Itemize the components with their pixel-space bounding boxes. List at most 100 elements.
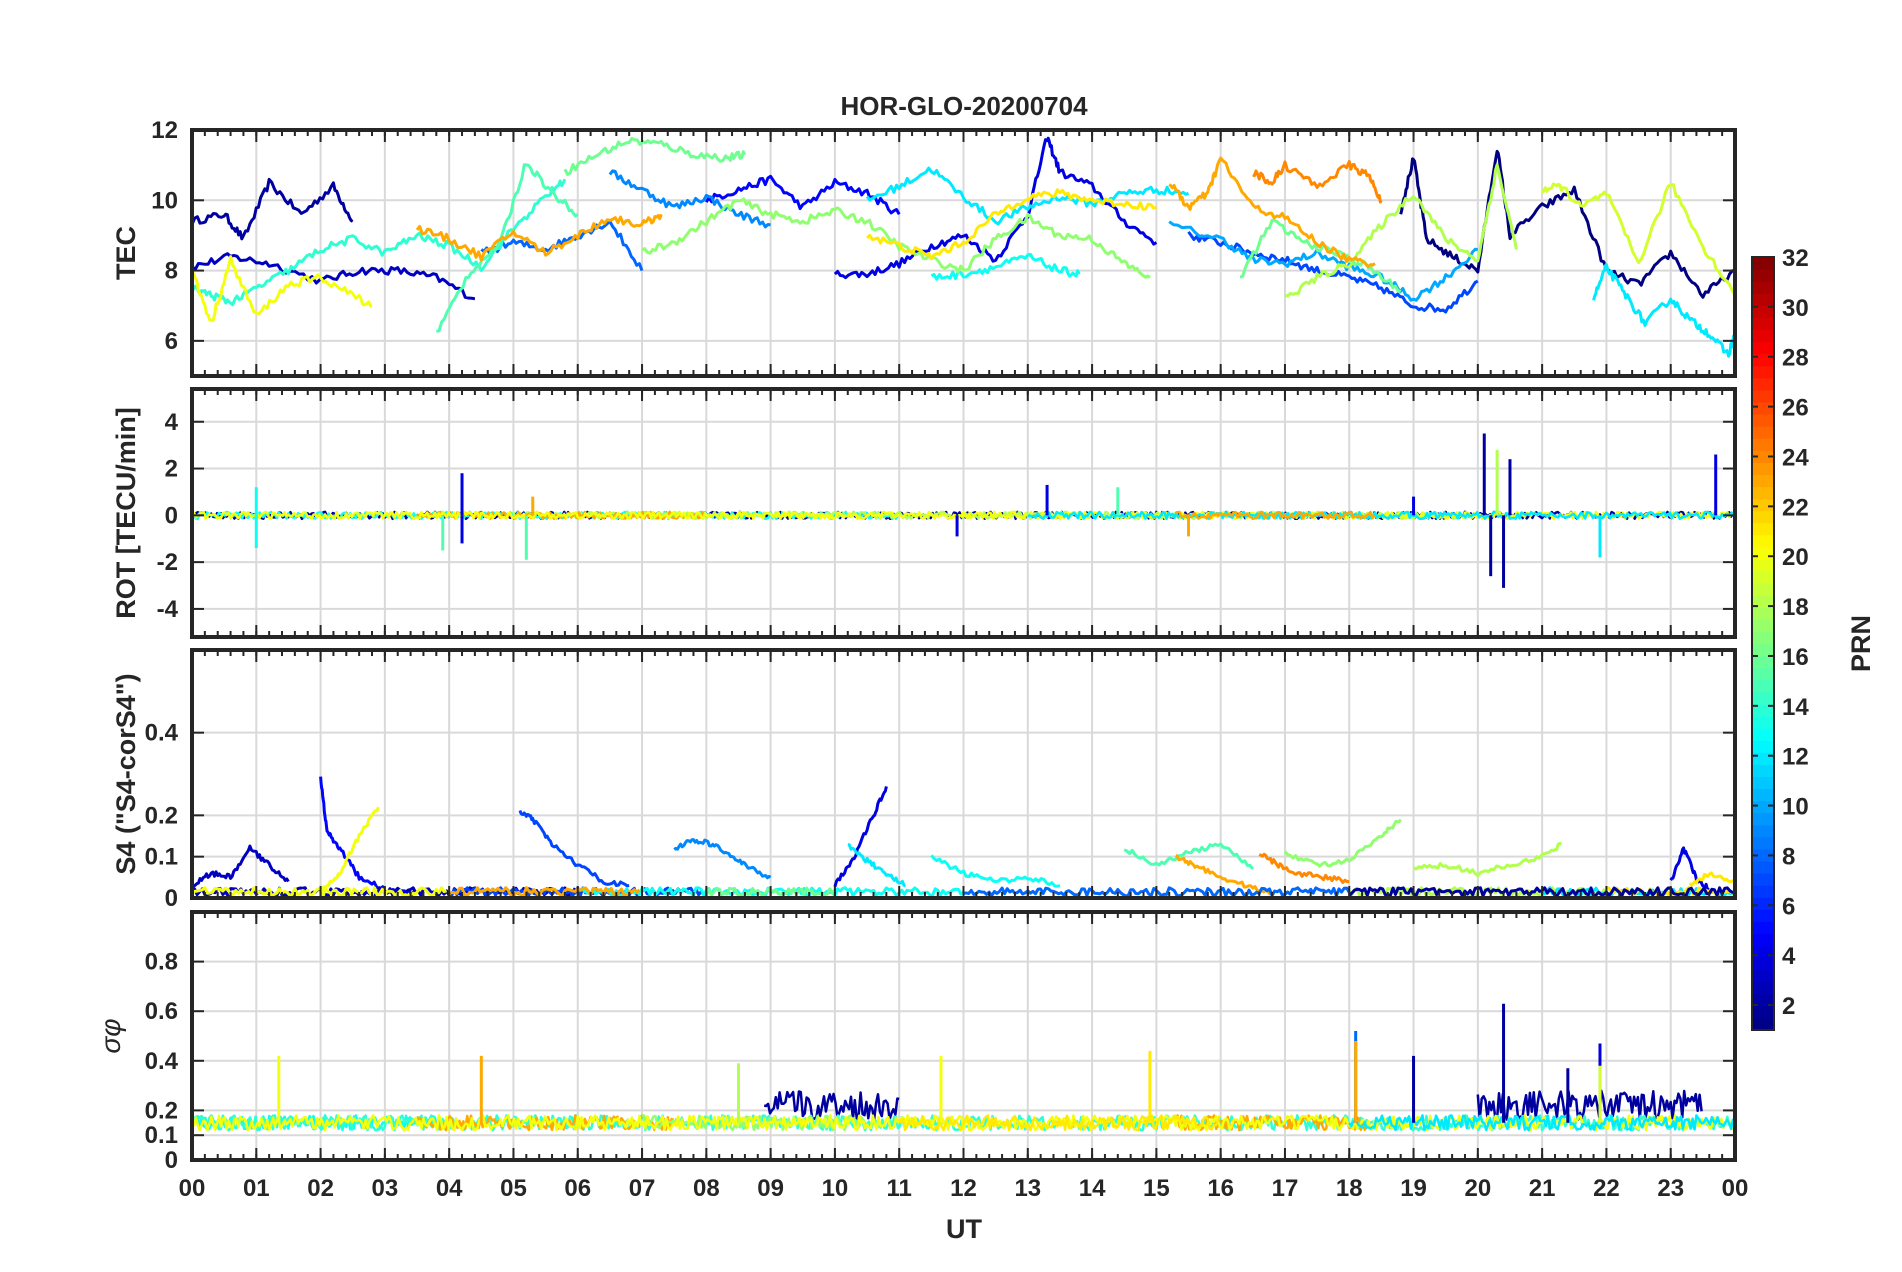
x-axis: 00 01 02 03 04 05 06 07 08 09 10 11 12 13 14 15 16 17 18 19… bbox=[179, 1175, 1749, 1202]
y-tick-label: 4 bbox=[165, 409, 179, 436]
colorbar-tick-label: 26 bbox=[1782, 395, 1809, 422]
colorbar-segment bbox=[1752, 365, 1774, 379]
colorbar-segment bbox=[1752, 450, 1774, 463]
x-tick-label: 09 bbox=[757, 1175, 784, 1202]
colorbar-frame bbox=[1751, 256, 1775, 1031]
series-line-prn-9 bbox=[608, 169, 771, 229]
colorbar-segment bbox=[1752, 257, 1774, 270]
colorbar-segment bbox=[1752, 631, 1774, 645]
x-tick-label: 15 bbox=[1143, 1175, 1170, 1202]
colorbar-tick-label: 30 bbox=[1782, 295, 1809, 322]
x-tick-label: 01 bbox=[243, 1175, 270, 1202]
colorbar-segment bbox=[1752, 558, 1774, 572]
x-tick-label: 14 bbox=[1079, 1175, 1106, 1202]
series-line-prn-23 bbox=[1168, 156, 1376, 268]
colorbar-tick-label: 16 bbox=[1782, 644, 1809, 671]
colorbar-tick-label: 14 bbox=[1782, 694, 1809, 721]
colorbar-segment bbox=[1752, 643, 1774, 657]
colorbar-segment bbox=[1752, 498, 1774, 512]
panel-s4: 0 0.1 0.2 0.4S4 ("S4-corS4") bbox=[111, 648, 1737, 912]
x-tick-label: 16 bbox=[1207, 1175, 1234, 1202]
series-line-prn-2 bbox=[763, 1090, 900, 1122]
series-line-prn-12 bbox=[865, 166, 1190, 226]
x-tick-label: 23 bbox=[1657, 1175, 1684, 1202]
colorbar-segment bbox=[1752, 534, 1774, 548]
y-tick-label: 6 bbox=[165, 328, 178, 355]
colorbar-segment bbox=[1752, 691, 1774, 705]
x-tick-label: 22 bbox=[1593, 1175, 1620, 1202]
series-line-prn-12 bbox=[1592, 263, 1735, 358]
series-line-prn-17 bbox=[641, 197, 1151, 279]
series-line-prn-17 bbox=[1283, 818, 1402, 868]
y-tick-label: 0.1 bbox=[145, 844, 178, 871]
colorbar-segment bbox=[1752, 800, 1774, 814]
colorbar-tick-label: 20 bbox=[1782, 544, 1809, 571]
x-tick-label: 13 bbox=[1014, 1175, 1041, 1202]
series-line-prn-19 bbox=[1541, 182, 1735, 296]
y-tick-label: 8 bbox=[165, 258, 178, 285]
series-line-prn-23 bbox=[415, 1114, 675, 1132]
series-line-prn-2 bbox=[1476, 1089, 1703, 1122]
colorbar-segment bbox=[1752, 293, 1774, 306]
panel-rot: -4 -2 0 2 4 ROT [TECU/min] bbox=[111, 387, 1737, 639]
y-tick-label: -4 bbox=[157, 596, 179, 623]
x-tick-label: 07 bbox=[629, 1175, 656, 1202]
colorbar-segment bbox=[1752, 993, 1774, 1007]
x-tick-label: 20 bbox=[1464, 1175, 1491, 1202]
series-line-prn-4 bbox=[1669, 846, 1710, 892]
colorbar-segment bbox=[1752, 462, 1774, 476]
colorbar-tick-label: 12 bbox=[1782, 744, 1809, 771]
colorbar-segment bbox=[1752, 740, 1774, 753]
panel-frame bbox=[190, 128, 1737, 378]
series-line-prn-9 bbox=[673, 838, 772, 880]
x-tick-label: 11 bbox=[887, 1175, 912, 1202]
series-line-prn-18 bbox=[1284, 163, 1518, 298]
series-line-prn-4 bbox=[833, 136, 1158, 280]
colorbar-segment bbox=[1752, 269, 1774, 282]
series-line-prn-3 bbox=[192, 844, 290, 889]
x-tick-label: 03 bbox=[372, 1175, 399, 1202]
colorbar-segment bbox=[1752, 389, 1774, 403]
chart-title: HOR-GLO-20200704 bbox=[840, 91, 1088, 121]
colorbar-segment bbox=[1752, 377, 1774, 391]
colorbar-segment bbox=[1752, 329, 1774, 343]
colorbar-segment bbox=[1752, 583, 1774, 596]
x-tick-label: 21 bbox=[1529, 1175, 1556, 1202]
x-tick-label: 00 bbox=[1722, 1175, 1749, 1202]
series-line-prn-1 bbox=[1399, 149, 1735, 299]
series-line-prn-20 bbox=[192, 886, 448, 898]
colorbar-segment bbox=[1752, 715, 1774, 729]
y-tick-label: 0.4 bbox=[145, 1048, 179, 1075]
colorbar-tick-label: 18 bbox=[1782, 594, 1809, 621]
series-line-prn-14 bbox=[192, 178, 567, 307]
colorbar-segment bbox=[1752, 607, 1774, 620]
series-line-prn-7 bbox=[518, 809, 630, 888]
colorbar-tick-label: 8 bbox=[1782, 843, 1795, 870]
colorbar-segment bbox=[1752, 728, 1774, 741]
y-tick-label: 0.2 bbox=[145, 1097, 178, 1124]
x-tick-label: 12 bbox=[950, 1175, 977, 1202]
series-line-prn-16 bbox=[1239, 218, 1402, 294]
y-tick-label: 0.8 bbox=[145, 949, 178, 976]
series-line-prn-10 bbox=[1168, 220, 1478, 302]
series-line-prn-23 bbox=[1175, 510, 1376, 521]
series-line-prn-7 bbox=[1187, 231, 1479, 314]
colorbar-segment bbox=[1752, 848, 1774, 862]
colorbar-segment bbox=[1752, 885, 1774, 898]
colorbar-segment bbox=[1752, 438, 1774, 451]
colorbar-segment bbox=[1752, 341, 1774, 355]
series-line-prn-2 bbox=[192, 177, 354, 241]
panel-frame bbox=[190, 387, 1737, 639]
panel-tec: 6 8 10 12 TEC bbox=[111, 117, 1737, 378]
y-tick-label: 0 bbox=[165, 1147, 178, 1174]
x-tick-label: 10 bbox=[822, 1175, 849, 1202]
colorbar-segment bbox=[1752, 305, 1774, 318]
colorbar-tick-label: 24 bbox=[1782, 444, 1809, 471]
y-tick-label: 0.1 bbox=[145, 1122, 178, 1149]
colorbar-segment bbox=[1752, 281, 1774, 294]
colorbar-segment bbox=[1752, 703, 1774, 717]
y-axis-label: σφ bbox=[95, 1018, 126, 1053]
panel-data bbox=[192, 1003, 1735, 1132]
colorbar-segment bbox=[1752, 667, 1774, 681]
